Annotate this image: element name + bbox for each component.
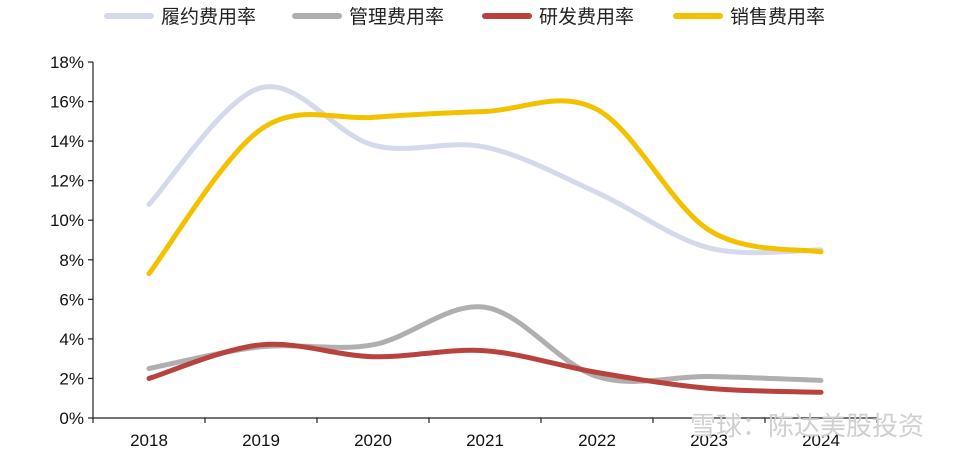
y-tick-label: 12%: [50, 172, 84, 191]
series-line-0: [146, 84, 824, 256]
y-tick-label: 0%: [59, 409, 84, 428]
y-tick-label: 2%: [59, 369, 84, 388]
legend-label: 管理费用率: [349, 6, 444, 28]
x-tick-label: 2022: [578, 431, 616, 450]
y-tick-label: 14%: [50, 132, 84, 151]
y-tick-label: 18%: [50, 53, 84, 72]
watermark: 雪球：陈达美股投资: [690, 412, 924, 442]
legend-label: 销售费用率: [730, 6, 825, 28]
x-tick-label: 2024: [802, 431, 840, 450]
y-tick-label: 10%: [50, 211, 84, 230]
x-tick-label: 2018: [130, 431, 168, 450]
series-line-2: [146, 341, 824, 395]
y-tick-label: 6%: [59, 290, 84, 309]
y-tick-label: 16%: [50, 93, 84, 112]
x-tick-label: 2023: [690, 431, 728, 450]
watermark-text: 雪球：陈达美股投资: [690, 412, 924, 442]
y-tick-label: 8%: [59, 251, 84, 270]
x-tick-label: 2019: [242, 431, 280, 450]
x-tick-label: 2021: [466, 431, 504, 450]
chart-legend: 履约费用率 管理费用率 研发费用率 销售费用率: [104, 6, 825, 28]
series-lines: [146, 84, 824, 395]
x-axis-ticks: 2018 2019 2020 2021 2022 2023 2024: [92, 418, 878, 450]
y-axis-ticks: 0% 2% 4% 6% 8% 10% 12% 14% 16% 18%: [50, 53, 93, 428]
y-tick-label: 4%: [59, 330, 84, 349]
legend-label: 履约费用率: [161, 6, 256, 28]
legend-label: 研发费用率: [539, 6, 634, 28]
x-tick-label: 2020: [354, 431, 392, 450]
chart-axes: [92, 62, 877, 419]
